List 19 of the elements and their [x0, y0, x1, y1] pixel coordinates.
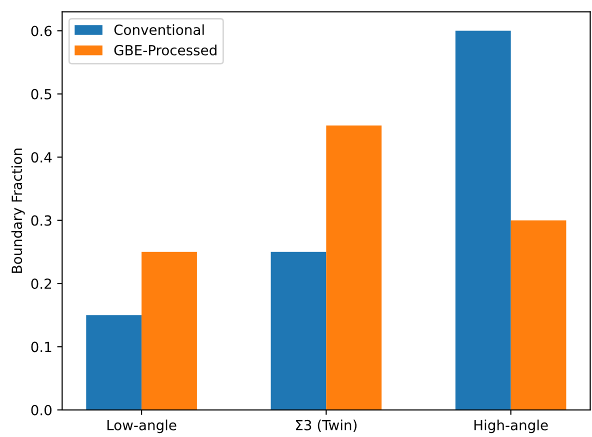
- bar: [455, 30, 511, 410]
- legend-label: Conventional: [114, 24, 204, 36]
- bar: [86, 315, 142, 410]
- y-tick-label: 0.3: [31, 215, 52, 226]
- y-tick-label: 0.4: [31, 152, 52, 163]
- y-axis-title: Boundary Fraction: [11, 148, 25, 273]
- bar: [142, 252, 197, 410]
- bar: [510, 220, 566, 410]
- x-tick-label: Low-angle: [107, 420, 176, 434]
- y-tick-label: 0.1: [31, 342, 52, 352]
- y-tick-label: 0.5: [31, 88, 52, 100]
- x-tick-label: Σ3 (Twin): [296, 420, 357, 432]
- y-tick-label: 0.6: [31, 26, 52, 36]
- bar: [270, 252, 326, 410]
- x-tick-label: High-angle: [474, 420, 548, 434]
- legend-label: GBE-Processed: [114, 44, 216, 56]
- y-tick-label: 0.2: [31, 278, 52, 289]
- bar: [326, 126, 382, 410]
- y-tick-label: 0.0: [31, 404, 52, 416]
